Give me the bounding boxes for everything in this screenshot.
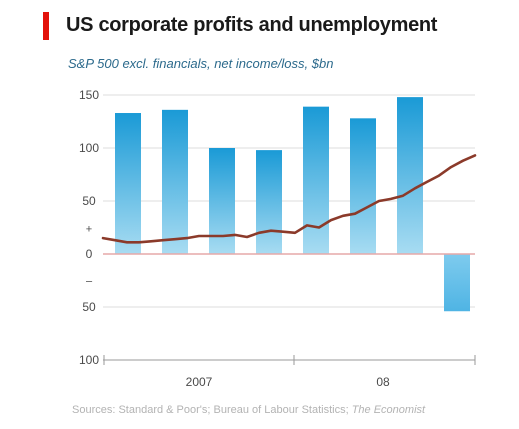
brand-accent-bar — [43, 12, 49, 40]
y-tick-label: 50 — [82, 194, 96, 208]
line-series — [101, 154, 477, 244]
bar — [115, 113, 141, 255]
x-tick-label: 08 — [376, 375, 390, 389]
y-tick-label: 150 — [79, 88, 99, 102]
bar — [256, 150, 282, 254]
positive-sign-label: + — [86, 224, 92, 236]
bar — [350, 118, 376, 254]
bar — [162, 109, 188, 254]
bar — [444, 254, 470, 312]
bar — [397, 97, 423, 255]
negative-sign-label: – — [86, 276, 93, 288]
y-tick-label: 0 — [86, 247, 93, 261]
y-tick-label: 50 — [82, 300, 96, 314]
x-tick-label: 2007 — [186, 375, 213, 389]
chart-title: US corporate profits and unemployment — [66, 14, 438, 36]
bar — [209, 148, 235, 254]
bar — [303, 106, 329, 254]
y-tick-label: 100 — [79, 353, 99, 367]
chart-subtitle: S&P 500 excl. financials, net income/los… — [68, 56, 334, 71]
source-publication: The Economist — [351, 404, 426, 416]
chart-source: Sources: Standard & Poor's; Bureau of La… — [72, 404, 425, 416]
source-text: Sources: Standard & Poor's; Bureau of La… — [72, 404, 349, 416]
y-tick-label: 100 — [79, 141, 99, 155]
